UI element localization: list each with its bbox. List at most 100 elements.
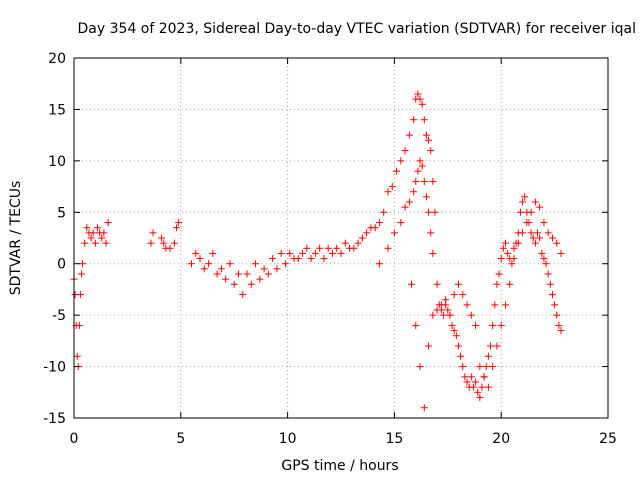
data-point	[440, 311, 448, 319]
data-point	[540, 219, 548, 227]
data-point	[93, 224, 101, 232]
data-point	[508, 260, 516, 268]
data-point	[158, 234, 166, 242]
data-point	[427, 229, 435, 237]
x-tick-label: 5	[176, 431, 185, 447]
data-point	[555, 321, 563, 329]
data-point	[418, 162, 426, 170]
data-point	[170, 239, 178, 247]
data-point	[397, 157, 405, 165]
data-point	[495, 270, 503, 278]
data-point	[501, 301, 509, 309]
data-point	[192, 249, 200, 257]
data-point	[553, 311, 561, 319]
data-point	[234, 270, 242, 278]
data-point	[480, 373, 488, 381]
data-point	[467, 311, 475, 319]
chart-title: Day 354 of 2023, Sidereal Day-to-day VTE…	[78, 21, 636, 37]
data-point	[487, 342, 495, 350]
data-point	[173, 224, 181, 232]
data-point	[467, 373, 475, 381]
plot-frame	[73, 57, 609, 419]
x-tick-label: 20	[492, 431, 510, 447]
data-point	[358, 234, 366, 242]
data-point	[529, 234, 537, 242]
data-point	[548, 291, 556, 299]
data-point	[316, 244, 324, 252]
data-point	[459, 291, 467, 299]
data-point	[510, 255, 518, 263]
data-point	[299, 249, 307, 257]
data-point	[333, 244, 341, 252]
data-point	[478, 383, 486, 391]
data-point	[196, 255, 204, 263]
data-point	[544, 229, 552, 237]
data-point	[260, 265, 268, 273]
data-point	[187, 260, 195, 268]
y-tick-label: -5	[52, 308, 66, 324]
data-point	[407, 280, 415, 288]
data-point	[341, 239, 349, 247]
axis-ticks: 0 5 10 15 20 25 -15 -10 -5 0 5 10 15 20	[43, 51, 617, 447]
data-point	[418, 100, 426, 108]
data-point	[469, 383, 477, 391]
data-point	[497, 255, 505, 263]
data-point	[454, 342, 462, 350]
data-point	[420, 116, 428, 124]
data-point	[390, 229, 398, 237]
data-point	[540, 255, 548, 263]
data-point	[420, 177, 428, 185]
data-point	[463, 301, 471, 309]
x-tick-label: 25	[599, 431, 617, 447]
data-point	[401, 203, 409, 211]
data-point	[77, 270, 85, 278]
data-series	[70, 90, 565, 412]
data-point	[491, 301, 499, 309]
data-point	[450, 327, 458, 335]
data-point	[89, 229, 97, 237]
data-point	[410, 116, 418, 124]
data-point	[454, 280, 462, 288]
data-point	[384, 244, 392, 252]
y-tick-label: 20	[48, 51, 66, 67]
y-tick-label: -15	[43, 411, 66, 427]
data-point	[420, 404, 428, 412]
data-point	[422, 131, 430, 139]
data-point	[73, 352, 81, 360]
data-point	[484, 352, 492, 360]
data-point	[320, 255, 328, 263]
data-point	[281, 260, 289, 268]
data-point	[459, 363, 467, 371]
data-point	[307, 255, 315, 263]
data-point	[230, 280, 238, 288]
data-point	[516, 208, 524, 216]
x-tick-label: 10	[279, 431, 297, 447]
data-point	[476, 363, 484, 371]
data-point	[405, 131, 413, 139]
data-point	[538, 249, 546, 257]
data-point	[363, 229, 371, 237]
data-point	[427, 147, 435, 155]
data-point	[536, 234, 544, 242]
data-point	[375, 260, 383, 268]
data-point	[405, 198, 413, 206]
data-point	[324, 244, 332, 252]
data-point	[442, 296, 450, 304]
data-point	[401, 147, 409, 155]
data-point	[412, 321, 420, 329]
data-point	[102, 239, 110, 247]
data-point	[397, 219, 405, 227]
data-point	[523, 219, 531, 227]
data-point	[444, 306, 452, 314]
data-point	[416, 157, 424, 165]
data-point	[493, 342, 501, 350]
data-point	[100, 229, 108, 237]
data-point	[175, 219, 183, 227]
x-tick-label: 0	[70, 431, 79, 447]
data-point	[422, 193, 430, 201]
data-point	[548, 234, 556, 242]
data-point	[217, 265, 225, 273]
data-point	[534, 229, 542, 237]
data-point	[425, 342, 433, 350]
